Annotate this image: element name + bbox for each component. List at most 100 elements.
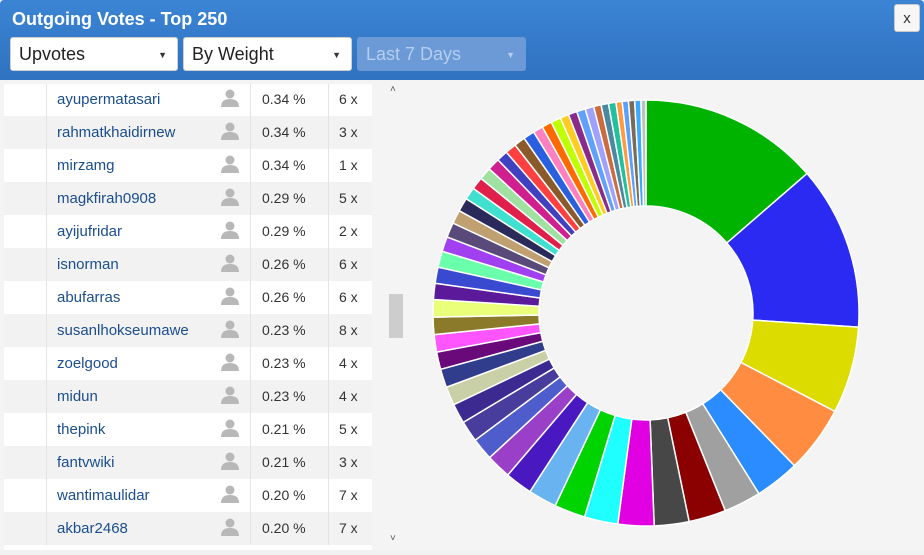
column-divider	[328, 380, 329, 413]
vote-count: 6 x	[339, 289, 358, 305]
voter-name-link[interactable]: zoelgood	[57, 355, 118, 372]
chevron-down-icon: ▼	[158, 50, 167, 60]
vote-weight-percent: 0.34 %	[262, 124, 306, 140]
voter-name-link[interactable]: ayijufridar	[57, 223, 123, 240]
column-divider	[328, 248, 329, 281]
voter-name-link[interactable]: magkfirah0908	[57, 190, 157, 207]
column-divider	[328, 116, 329, 149]
vote-weight-percent: 0.23 %	[262, 388, 306, 404]
column-divider	[250, 347, 251, 380]
vote-weight-percent: 0.26 %	[262, 289, 306, 305]
scroll-up-arrow[interactable]: ˄	[390, 84, 396, 95]
vote-share-donut-chart	[432, 99, 860, 527]
column-divider	[46, 413, 47, 446]
voter-name-link[interactable]: abufarras	[57, 289, 121, 306]
scroll-down-arrow[interactable]: ˅	[390, 533, 396, 544]
list-item[interactable]: ayijufridar 0.29 % 2 x	[4, 215, 372, 248]
list-item[interactable]: mirzamg 0.34 % 1 x	[4, 149, 372, 182]
list-item[interactable]: wantimaulidar 0.20 % 7 x	[4, 479, 372, 512]
list-item[interactable]: fantvwiki 0.21 % 3 x	[4, 446, 372, 479]
column-divider	[328, 84, 329, 116]
column-divider	[328, 149, 329, 182]
row-spacer	[4, 182, 46, 213]
list-item[interactable]: akbar2468 0.20 % 7 x	[4, 512, 372, 545]
user-icon[interactable]	[220, 154, 240, 174]
voter-name-link[interactable]: akbar2468	[57, 520, 128, 537]
list-item[interactable]: magkfirah0908 0.29 % 5 x	[4, 182, 372, 215]
list-item[interactable]: thepink 0.21 % 5 x	[4, 413, 372, 446]
column-divider	[46, 248, 47, 281]
list-item[interactable]: zoelgood 0.23 % 4 x	[4, 347, 372, 380]
vote-count: 7 x	[339, 487, 358, 503]
user-icon[interactable]	[220, 517, 240, 537]
chart-pane	[406, 84, 922, 550]
row-spacer	[4, 479, 46, 510]
column-divider	[250, 215, 251, 248]
vote-count: 2 x	[339, 223, 358, 239]
column-divider	[46, 215, 47, 248]
column-divider	[250, 149, 251, 182]
voter-name-link[interactable]: ayupermatasari	[57, 91, 161, 108]
column-divider	[250, 314, 251, 347]
user-icon[interactable]	[220, 187, 240, 207]
column-divider	[250, 84, 251, 116]
column-divider	[328, 446, 329, 479]
user-icon[interactable]	[220, 220, 240, 240]
vote-count: 6 x	[339, 91, 358, 107]
scroll-thumb[interactable]	[389, 294, 403, 338]
column-divider	[46, 116, 47, 149]
column-divider	[46, 380, 47, 413]
vote-count: 6 x	[339, 256, 358, 272]
user-icon[interactable]	[220, 88, 240, 108]
user-icon[interactable]	[220, 451, 240, 471]
vote-count: 4 x	[339, 388, 358, 404]
voter-name-link[interactable]: fantvwiki	[57, 454, 115, 471]
vote-type-value: Upvotes	[19, 44, 86, 64]
voter-name-link[interactable]: midun	[57, 388, 98, 405]
column-divider	[46, 314, 47, 347]
user-icon[interactable]	[220, 253, 240, 273]
user-icon[interactable]	[220, 418, 240, 438]
list-scrollbar[interactable]: ˄ ˅	[388, 84, 404, 546]
list-item[interactable]: rahmatkhaidirnew 0.34 % 3 x	[4, 116, 372, 149]
user-icon[interactable]	[220, 319, 240, 339]
donut-slice-1[interactable]	[645, 99, 809, 245]
list-item[interactable]: isnorman 0.26 % 6 x	[4, 248, 372, 281]
donut-slice-53[interactable]	[640, 99, 647, 207]
column-divider	[250, 512, 251, 545]
voter-name-link[interactable]: mirzamg	[57, 157, 115, 174]
sort-value: By Weight	[192, 44, 274, 64]
window-title: Outgoing Votes - Top 250	[12, 9, 228, 29]
row-spacer	[4, 380, 46, 411]
vote-count: 5 x	[339, 421, 358, 437]
vote-weight-percent: 0.20 %	[262, 520, 306, 536]
user-icon[interactable]	[220, 385, 240, 405]
sort-select[interactable]: By Weight ▼	[183, 37, 352, 71]
user-icon[interactable]	[220, 484, 240, 504]
user-icon[interactable]	[220, 286, 240, 306]
column-divider	[46, 479, 47, 512]
user-icon[interactable]	[220, 121, 240, 141]
column-divider	[250, 413, 251, 446]
list-item[interactable]: susanlhokseumawe 0.23 % 8 x	[4, 314, 372, 347]
column-divider	[250, 380, 251, 413]
row-spacer	[4, 149, 46, 180]
voter-name-link[interactable]: susanlhokseumawe	[57, 322, 189, 339]
vote-weight-percent: 0.21 %	[262, 454, 306, 470]
close-button[interactable]: x	[894, 4, 920, 32]
list-item[interactable]: abufarras 0.26 % 6 x	[4, 281, 372, 314]
list-item[interactable]: ayupermatasari 0.34 % 6 x	[4, 84, 372, 116]
voter-name-link[interactable]: wantimaulidar	[57, 487, 150, 504]
voter-name-link[interactable]: thepink	[57, 421, 106, 438]
vote-type-select[interactable]: Upvotes ▼	[10, 37, 178, 71]
row-spacer	[4, 347, 46, 378]
voter-name-link[interactable]: isnorman	[57, 256, 119, 273]
list-item[interactable]: midun 0.23 % 4 x	[4, 380, 372, 413]
voter-name-link[interactable]: rahmatkhaidirnew	[57, 124, 176, 141]
column-divider	[328, 479, 329, 512]
column-divider	[328, 314, 329, 347]
vote-count: 5 x	[339, 190, 358, 206]
vote-weight-percent: 0.34 %	[262, 91, 306, 107]
user-icon[interactable]	[220, 352, 240, 372]
